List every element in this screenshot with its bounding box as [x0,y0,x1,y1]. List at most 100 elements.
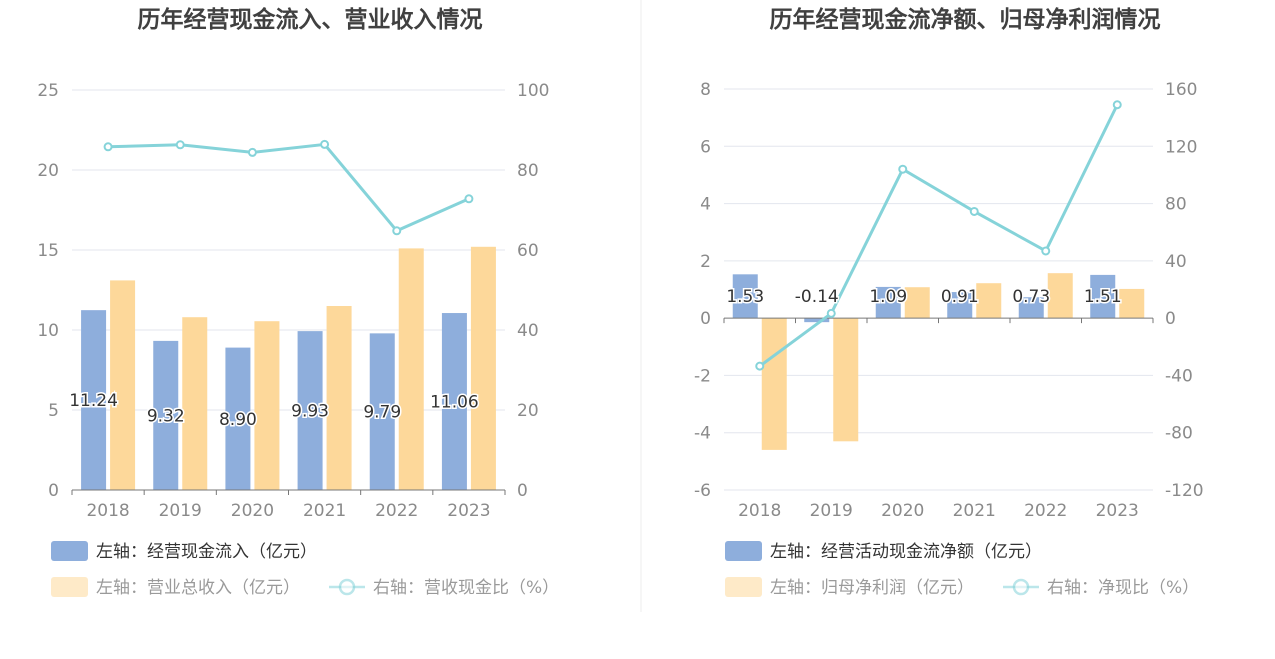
bar-2022-series2 [398,248,424,490]
data-label-2022: 0.73 [1012,287,1050,307]
legend-left-chart: 左轴：经营现金流入（亿元） 左轴：营业总收入（亿元） 右轴：营收现金比（%） [51,541,559,598]
left-axis-tick-label: -2 [694,366,711,386]
bar-2019-series2 [182,317,208,490]
legend-item-total-revenue[interactable]: 左轴：营业总收入（亿元） [51,577,300,598]
bar-2018-series1 [81,310,107,490]
x-axis-tick-label: 2023 [447,501,490,521]
left-axis-tick-label: 0 [48,481,59,501]
left-axis-tick-label: 8 [700,80,711,100]
line-point-2021 [969,206,979,216]
x-axis-tick-label: 2019 [159,501,202,521]
bar-2023-series2 [470,246,496,490]
legend-item-cash-inflow[interactable]: 左轴：经营现金流入（亿元） [51,541,317,562]
legend-label: 左轴：经营活动现金流净额（亿元） [770,542,1042,562]
x-axis-tick-label: 2018 [86,501,129,521]
right-axis-tick-label: 40 [1165,252,1187,272]
x-axis-tick-label: 2022 [375,501,418,521]
bar-2022-series1 [1018,297,1044,319]
bar-2022-series1 [369,333,395,490]
bar-2021-series1 [947,292,973,319]
right-axis-tick-label: 0 [1165,309,1176,329]
x-axis-tick-label: 2022 [1024,501,1067,521]
left-axis-tick-label: 15 [37,241,59,261]
line-point-2020 [247,147,257,157]
right-axis-tick-label: 60 [517,241,539,261]
bar-2018-series2 [110,280,136,490]
line-point-2022 [1041,246,1051,256]
bar-2021-series2 [326,306,352,490]
left-axis-tick-label: 0 [700,309,711,329]
x-axis-tick-label: 2020 [881,501,924,521]
line-point-2021 [320,139,330,149]
left-axis-tick-label: 4 [700,195,711,215]
data-label-2019: 9.32 [147,406,185,426]
right-axis-tick-label: 20 [517,401,539,421]
bar-2020-series1 [225,347,251,490]
bar-2023-series2 [1119,288,1145,319]
line-point-2023 [464,194,474,204]
x-axis-tick-label: 2021 [303,501,346,521]
right-axis-tick-label: 0 [517,481,528,501]
legend-item-net-cash-ratio[interactable]: 右轴：净现比（%） [1003,578,1199,598]
data-label-2021: 9.93 [291,402,329,422]
x-axis-tick-label: 2020 [231,501,274,521]
bar-2020-series2 [254,321,280,490]
line-point-2020 [898,164,908,174]
right-axis-tick-label: -120 [1165,481,1204,501]
chart-panel-cash-inflow-revenue: 历年经营现金流入、营业收入情况 0 5 10 15 20 25 0 20 40 60 80 100 20… [37,6,549,521]
legend-item-revenue-cash-ratio[interactable]: 右轴：营收现金比（%） [329,578,559,598]
line-point-2019 [826,308,836,318]
left-axis-tick-label: 20 [37,161,59,181]
x-axis-tick-label: 2021 [953,501,996,521]
data-label-2023: 11.06 [430,393,479,413]
data-label-2018: 1.53 [726,287,764,307]
x-axis-tick-label: 2023 [1096,501,1139,521]
data-label-2018: 11.24 [69,391,118,411]
chart-panel-net-cash-profit: 历年经营现金流净额、归母净利润情况 -6 -4 -2 0 2 4 6 8 -120 -80 -40 0… [694,6,1204,521]
line-point-2022 [392,226,402,236]
bar-2019-series2 [833,318,859,442]
right-axis-tick-label: 120 [1165,137,1197,157]
line-point-2018 [755,361,765,371]
legend-label: 左轴：归母净利润（亿元） [770,578,974,598]
data-label-2021: 0.91 [941,287,979,307]
legend-right-chart: 左轴：经营活动现金流净额（亿元） 左轴：归母净利润（亿元） 右轴：净现比（%） [725,541,1199,598]
right-axis-tick-label: 100 [517,81,549,101]
line-point-2023 [1112,100,1122,110]
right-axis-tick-label: -80 [1165,424,1193,444]
legend-label: 左轴：经营现金流入（亿元） [96,542,317,562]
legend-label: 右轴：营收现金比（%） [373,578,559,598]
legend-swatch-orange [51,577,88,597]
left-axis-tick-label: 2 [700,252,711,272]
bar-2023-series1 [441,313,467,490]
line-series [108,142,470,233]
legend-item-net-profit[interactable]: 左轴：归母净利润（亿元） [725,577,974,598]
legend-swatch-blue [51,541,88,561]
data-label-2019: -0.14 [795,287,839,307]
legend-line-marker-icon [338,578,356,596]
left-axis-tick-label: 6 [700,137,711,157]
legend-item-net-operating-cash[interactable]: 左轴：经营活动现金流净额（亿元） [725,541,1042,562]
legend-label: 右轴：净现比（%） [1047,578,1199,598]
right-axis-tick-label: 160 [1165,80,1197,100]
left-axis-tick-label: 25 [37,81,59,101]
x-axis-tick-label: 2018 [738,501,781,521]
legend-line-marker-icon [1012,578,1030,596]
bar-2018-series1 [732,274,758,319]
chart-title: 历年经营现金流入、营业收入情况 [138,6,483,33]
right-axis-tick-label: 40 [517,321,539,341]
right-axis-tick-label: 80 [1165,195,1187,215]
legend-label: 左轴：营业总收入（亿元） [96,578,300,598]
bar-2019-series1 [804,318,830,323]
bar-2021-series2 [976,283,1002,319]
bar-2020-series1 [875,286,901,319]
bar-2023-series1 [1090,274,1116,319]
data-label-2022: 9.79 [363,403,401,423]
right-axis-tick-label: 80 [517,161,539,181]
line-point-2018 [103,142,113,152]
bar-2020-series2 [904,287,930,319]
left-axis-tick-label: -6 [694,481,711,501]
x-axis-tick-label: 2019 [810,501,853,521]
data-label-2023: 1.51 [1084,287,1122,307]
